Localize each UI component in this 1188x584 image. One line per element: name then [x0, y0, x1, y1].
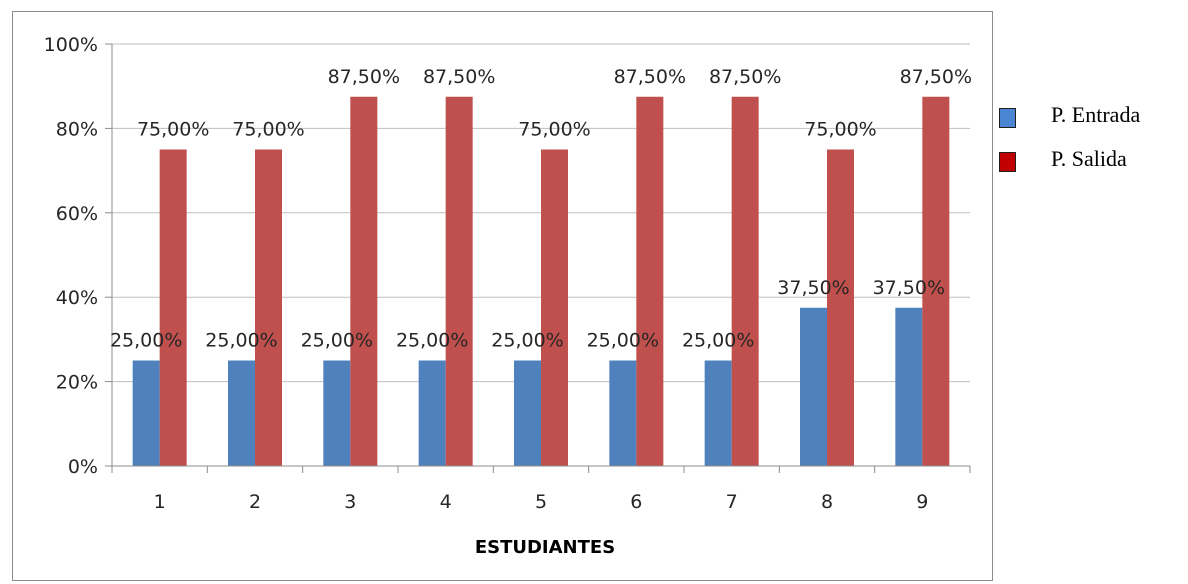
bars: [132, 96, 950, 466]
x-tick-label: 7: [726, 491, 738, 513]
legend-swatch-salida: [999, 152, 1016, 172]
x-tick-label: 6: [630, 491, 642, 513]
legend: P. Entrada P. Salida: [996, 100, 1186, 188]
y-tick-label: 20%: [56, 372, 98, 394]
bar-p-salida: [636, 96, 664, 466]
x-tick-label: 3: [344, 491, 356, 513]
axes: 0% 20% 40% 60% 80% 100% 1 2 3 4 5 6 7 8 9: [44, 34, 971, 513]
x-tick-label: 9: [916, 491, 928, 513]
y-tick-label: 80%: [56, 118, 98, 140]
data-label-p-salida: 75,00%: [804, 119, 876, 141]
bar-p-entrada: [132, 360, 160, 466]
y-tick-label: 60%: [56, 203, 98, 225]
data-label-p-salida: 87,50%: [709, 66, 781, 88]
data-label-p-salida: 87,50%: [614, 66, 686, 88]
data-label-p-entrada: 37,50%: [777, 277, 849, 299]
data-label-p-entrada: 25,00%: [587, 330, 659, 352]
data-label-p-salida: 75,00%: [518, 119, 590, 141]
x-tick-label: 5: [535, 491, 547, 513]
bar-p-salida: [255, 149, 282, 466]
bar-p-salida: [159, 149, 187, 466]
data-label-p-entrada: 25,00%: [205, 330, 277, 352]
legend-item-salida: P. Salida: [996, 144, 1186, 188]
bar-p-salida: [350, 96, 378, 466]
x-tick-label: 8: [821, 491, 833, 513]
bar-p-salida: [827, 149, 854, 466]
data-label-p-entrada: 25,00%: [110, 330, 182, 352]
data-label-p-salida: 87,50%: [423, 66, 495, 88]
data-label-p-entrada: 25,00%: [491, 330, 563, 352]
data-label-p-entrada: 25,00%: [682, 330, 754, 352]
data-label-p-salida: 75,00%: [137, 119, 209, 141]
x-axis-title: ESTUDIANTES: [475, 537, 615, 558]
x-tick-label: 4: [440, 491, 452, 513]
data-label-p-salida: 75,00%: [232, 119, 304, 141]
bar-p-entrada: [800, 307, 827, 466]
bar-p-entrada: [704, 360, 732, 466]
y-tick-label: 0%: [68, 456, 98, 478]
bar-p-salida: [541, 149, 568, 466]
y-tick-label: 100%: [44, 34, 98, 56]
data-labels: 25,00% 75,00% 25,00% 75,00% 25,00% 87,50% 25,0…: [110, 66, 972, 352]
legend-swatch-entrada: [999, 108, 1016, 128]
data-label-p-entrada: 25,00%: [396, 330, 468, 352]
bar-p-entrada: [609, 360, 637, 466]
data-label-p-salida: 87,50%: [328, 66, 400, 88]
bar-p-entrada: [895, 307, 923, 466]
bar-p-entrada: [514, 360, 541, 466]
legend-label-salida: P. Salida: [1051, 146, 1127, 171]
legend-label-entrada: P. Entrada: [1051, 102, 1141, 127]
legend-item-entrada: P. Entrada: [996, 100, 1186, 144]
bar-p-salida: [445, 96, 473, 466]
x-tick-label: 2: [249, 491, 261, 513]
x-tick-label: 1: [154, 491, 166, 513]
bar-p-salida: [922, 96, 950, 466]
data-label-p-entrada: 37,50%: [873, 277, 945, 299]
data-label-p-entrada: 25,00%: [301, 330, 373, 352]
bar-p-entrada: [418, 360, 446, 466]
bar-p-entrada: [228, 360, 255, 466]
y-tick-label: 40%: [56, 287, 98, 309]
bar-p-salida: [731, 96, 759, 466]
bar-p-entrada: [323, 360, 351, 466]
data-label-p-salida: 87,50%: [900, 66, 972, 88]
